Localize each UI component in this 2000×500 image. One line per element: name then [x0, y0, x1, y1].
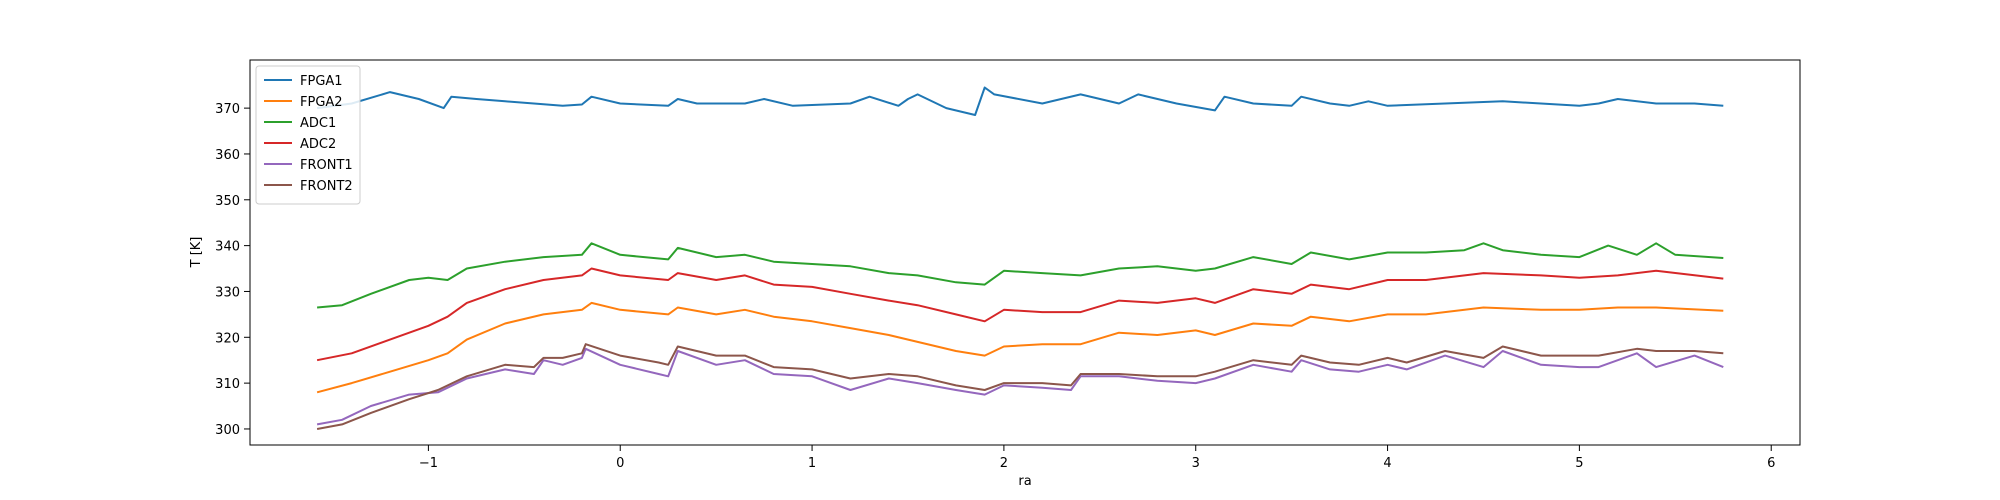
y-axis: 300 310 320 330 340 350 360 370	[215, 102, 250, 438]
plot-background	[250, 60, 1800, 445]
legend-label-adc2: ADC2	[300, 137, 336, 152]
series-line-fpga1	[316, 86, 1724, 116]
y-tick-label: 360	[215, 148, 240, 163]
x-tick-label: −1	[419, 456, 438, 471]
x-tick-label: 3	[1192, 456, 1200, 471]
series-line-adc1	[317, 242, 1724, 309]
x-tick-label: 4	[1383, 456, 1391, 471]
x-tick-label: 5	[1575, 456, 1583, 471]
y-tick-label: 330	[215, 285, 240, 300]
y-tick-label: 350	[215, 194, 240, 209]
y-tick-label: 310	[215, 377, 240, 392]
x-axis: −1 0 1 2 3 4 5 6	[419, 445, 1775, 471]
legend-label-fpga2: FPGA2	[300, 95, 343, 110]
y-tick-label: 340	[215, 240, 240, 255]
plot-frame	[249, 59, 1801, 446]
legend-label-front2: FRONT2	[300, 179, 353, 194]
legend: FPGA1 FPGA2 ADC1 ADC2 FRONT1 FRONT2	[255, 65, 361, 205]
series-line-fpga2	[316, 301, 1724, 394]
series-line-front1	[316, 347, 1724, 426]
series-line-adc2	[316, 267, 1724, 362]
legend-label-front1: FRONT1	[300, 158, 353, 173]
series-layer	[316, 86, 1724, 430]
y-tick-label: 320	[215, 331, 240, 346]
y-tick-label: 300	[215, 423, 240, 438]
x-tick-label: 6	[1767, 456, 1775, 471]
x-tick-label: 2	[1000, 456, 1008, 471]
x-tick-label: 1	[808, 456, 816, 471]
y-tick-label: 370	[215, 102, 240, 117]
legend-label-adc1: ADC1	[300, 116, 336, 131]
series-line-front2	[316, 343, 1724, 430]
legend-label-fpga1: FPGA1	[300, 74, 343, 89]
x-tick-label: 0	[616, 456, 624, 471]
y-axis-label: T [K]	[189, 237, 204, 269]
x-axis-label: ra	[1018, 474, 1031, 489]
